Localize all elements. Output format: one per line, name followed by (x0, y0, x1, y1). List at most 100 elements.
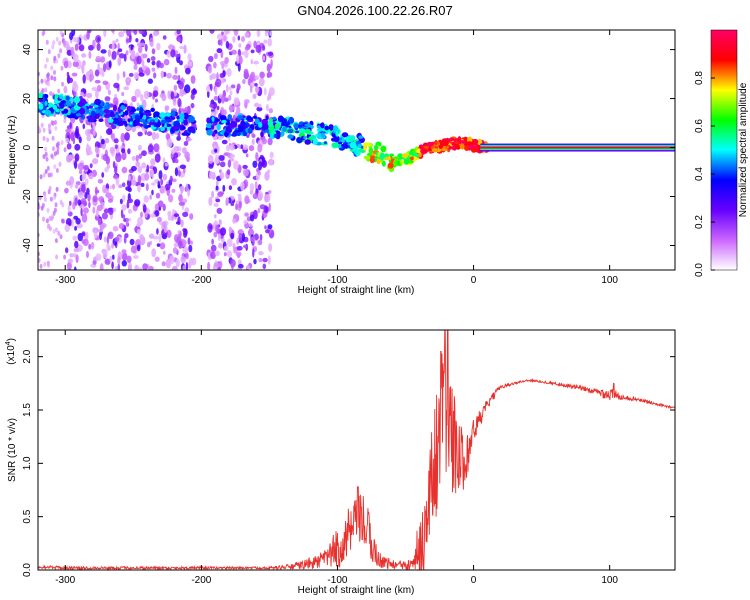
noise-speckle (215, 198, 221, 203)
noise-speckle (189, 213, 194, 220)
ridge-blob (210, 124, 215, 130)
noise-speckle (72, 136, 76, 145)
noise-speckle (177, 37, 182, 43)
noise-speckle (146, 131, 153, 137)
noise-speckle (190, 75, 196, 84)
noise-speckle (235, 251, 242, 257)
noise-speckle (126, 77, 131, 83)
noise-speckle (171, 265, 178, 270)
noise-speckle (53, 195, 56, 201)
x-tick-label: -100 (327, 275, 347, 286)
noise-speckle (246, 265, 251, 270)
ridge-blob (44, 109, 52, 116)
ridge-blob (318, 127, 323, 132)
spectrogram-x-axis: -300 -200 -100 0 100 (55, 30, 618, 286)
noise-speckle (157, 200, 164, 208)
y-tick-label: 2.0 (22, 349, 33, 363)
noise-speckle (44, 87, 48, 93)
noise-speckle (150, 41, 154, 48)
noise-speckle (57, 230, 61, 236)
noise-speckle (152, 31, 158, 37)
noise-speckle (55, 58, 59, 64)
y-tick-label: 1.5 (22, 403, 33, 417)
noise-speckle (210, 83, 213, 92)
ridge-blob (369, 157, 375, 164)
noise-speckle (42, 216, 45, 222)
noise-speckle (156, 216, 162, 223)
noise-speckle (55, 186, 59, 192)
noise-speckle (154, 153, 161, 163)
noise-speckle (50, 75, 54, 81)
ridge-blob (139, 106, 143, 113)
noise-speckle (82, 60, 86, 67)
noise-speckle (167, 216, 172, 221)
ridge-blob (160, 126, 166, 132)
noise-speckle (130, 44, 133, 51)
noise-speckle (73, 248, 80, 253)
noise-speckle (112, 254, 115, 260)
noise-speckle (108, 103, 114, 108)
noise-speckle (121, 204, 127, 211)
noise-speckle (209, 30, 215, 34)
ridge-blob (214, 118, 221, 122)
noise-speckle (47, 81, 50, 87)
colorbar-ticks: 0.0 0.2 0.4 0.6 0.8 (694, 71, 715, 277)
noise-speckle (213, 203, 219, 207)
noise-speckle (138, 72, 145, 77)
noise-speckle (108, 208, 114, 215)
noise-speckle (117, 256, 121, 265)
noise-speckle (52, 228, 56, 234)
noise-speckle (140, 182, 145, 187)
noise-speckle (166, 258, 171, 268)
noise-speckle (256, 40, 261, 45)
noise-speckle (178, 193, 183, 203)
noise-speckle (243, 244, 248, 249)
noise-speckle (71, 72, 78, 77)
noise-speckle (103, 63, 107, 73)
snr-y-multiplier-close: ) (6, 338, 17, 341)
noise-speckle (179, 108, 186, 112)
noise-speckle (214, 214, 217, 219)
noise-speckle (254, 181, 258, 191)
ridge-blob (387, 162, 394, 169)
noise-speckle (39, 263, 43, 269)
noise-speckle (118, 48, 123, 52)
noise-speckle (45, 156, 49, 162)
noise-speckle (244, 195, 250, 205)
ridge-blob (304, 128, 311, 134)
noise-speckle (97, 37, 100, 42)
ridge-blob (341, 138, 345, 143)
noise-speckle (244, 32, 250, 38)
noise-speckle (266, 63, 271, 73)
noise-speckle (165, 133, 170, 140)
ridge-blob (107, 118, 114, 123)
noise-speckle (45, 39, 49, 45)
noise-speckle (240, 144, 244, 149)
noise-speckle (86, 92, 93, 99)
noise-speckle (88, 51, 92, 59)
ridge-blob (254, 118, 260, 125)
ridge-blob (252, 115, 258, 119)
noise-speckle (151, 67, 156, 72)
ridge-blob (274, 123, 281, 129)
noise-speckle (141, 59, 145, 67)
noise-speckle (147, 78, 153, 84)
noise-speckle (138, 153, 143, 159)
noise-speckle (242, 78, 246, 85)
ridge-blob (44, 100, 48, 106)
noise-speckle (72, 61, 79, 68)
noise-speckle (261, 159, 268, 168)
ridge-blob (380, 145, 387, 153)
noise-speckle (231, 178, 237, 186)
noise-speckle (258, 77, 265, 87)
noise-speckle (222, 184, 226, 192)
noise-speckle (42, 172, 46, 178)
noise-speckle (74, 240, 79, 249)
noise-speckle (74, 184, 79, 189)
noise-speckle (81, 53, 87, 58)
ridge-blob (95, 108, 100, 114)
noise-speckle (95, 253, 102, 261)
noise-speckle (107, 49, 111, 57)
noise-speckle (135, 38, 139, 43)
noise-speckle (54, 202, 58, 208)
